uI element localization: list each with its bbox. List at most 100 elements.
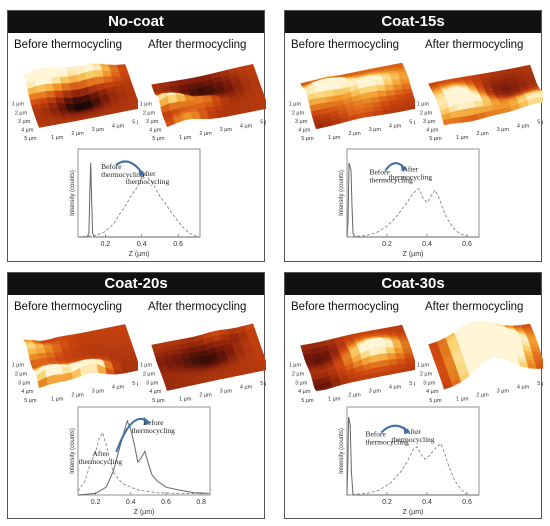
surface-cell bbox=[40, 67, 51, 73]
surface-axis-label: 5 µm bbox=[260, 119, 266, 125]
surface-cell bbox=[61, 82, 72, 91]
surface-axis-label: 5 µm bbox=[537, 119, 543, 125]
surface-cell bbox=[218, 329, 230, 335]
surface-cell bbox=[199, 114, 210, 119]
surface-cell bbox=[333, 74, 345, 78]
surface-cell bbox=[300, 343, 311, 351]
surface-mesh bbox=[300, 324, 415, 392]
surface-axis-label: 5 µm bbox=[429, 136, 442, 142]
surface-cell bbox=[42, 76, 54, 85]
surface-cell bbox=[202, 96, 214, 103]
surface-cell bbox=[112, 365, 123, 370]
surface-cell bbox=[521, 64, 532, 71]
surface-cell bbox=[53, 90, 65, 98]
x-axis-label: Z (µm) bbox=[403, 251, 424, 258]
annotation-label: After thermocycling bbox=[389, 164, 433, 181]
surface-cell bbox=[227, 327, 238, 335]
annotation-label: After thermocycling bbox=[126, 169, 170, 186]
surface-axis-label: 5 µm bbox=[537, 381, 543, 387]
surface-axis-label: 3 µm bbox=[423, 380, 436, 386]
surface-cell bbox=[395, 352, 406, 360]
surface-cell bbox=[462, 75, 473, 81]
surface-axis-label: 2 µm bbox=[348, 393, 361, 399]
surface-axis-label: 1 µm bbox=[179, 135, 192, 141]
x-tick-label: 0.4 bbox=[422, 499, 432, 506]
surface-cell bbox=[396, 357, 407, 365]
surface-mesh bbox=[23, 63, 138, 128]
surface-cell bbox=[332, 88, 343, 97]
surface-axis-label: 3 µm bbox=[146, 380, 159, 386]
surface-cell bbox=[53, 366, 64, 375]
surface-cell bbox=[401, 83, 412, 90]
surface-axis-label: 4 µm bbox=[112, 385, 125, 391]
surface-axis-label: 5 µm bbox=[132, 381, 138, 387]
surface-cell bbox=[393, 62, 404, 68]
surface-cell bbox=[93, 69, 104, 78]
surface-cell bbox=[49, 71, 61, 77]
surface-axis-label: 3 µm bbox=[369, 389, 382, 395]
surface-axis-label: 5 µm bbox=[132, 119, 138, 125]
surface-axis-label: 3 µm bbox=[18, 119, 31, 125]
x-tick-label: 0.2 bbox=[91, 499, 101, 506]
x-tick-label: 0.2 bbox=[382, 241, 392, 248]
annotation-label: After thermocycling bbox=[391, 427, 435, 444]
surface-axis-label: 2 µm bbox=[420, 371, 433, 377]
surface-cell bbox=[53, 351, 65, 358]
surface-cell bbox=[167, 93, 178, 104]
surface-cell bbox=[52, 347, 63, 353]
surface-cell bbox=[384, 84, 395, 91]
after-label: After thermocycling bbox=[425, 39, 524, 51]
surface-cell bbox=[46, 96, 58, 104]
surface-cell bbox=[378, 352, 389, 361]
surface-cell bbox=[382, 79, 394, 85]
surface-cell bbox=[176, 79, 188, 86]
before-label: Before thermocycling bbox=[291, 39, 400, 51]
surface-cell bbox=[88, 363, 99, 374]
series-line bbox=[346, 162, 479, 238]
surface-axis-label: 2 µm bbox=[348, 131, 361, 137]
surface-cell bbox=[55, 96, 66, 104]
surface-cell bbox=[389, 75, 401, 80]
surface-before: 1 µm 2 µm 3 µm 4 µm 5 µm 1 µm 2 µm 3 µm 4 µm 5 µm bbox=[12, 63, 138, 142]
surface-axis-label: 4 µm bbox=[298, 389, 311, 395]
surface-cell bbox=[482, 85, 494, 90]
surface-cell bbox=[62, 89, 73, 98]
surface-axis-label: 1 µm bbox=[179, 397, 192, 403]
surface-axis-label: 1 µm bbox=[328, 135, 341, 141]
surface-cell bbox=[392, 83, 403, 90]
series-line bbox=[78, 162, 200, 238]
x-tick-label: 0.4 bbox=[126, 499, 136, 506]
x-tick-label: 0.4 bbox=[422, 241, 432, 248]
surface-cell bbox=[375, 341, 387, 348]
surface-axis-label: 2 µm bbox=[476, 393, 489, 399]
y-axis-label: Intensity (counts) bbox=[339, 170, 345, 216]
x-tick-label: 0.6 bbox=[173, 241, 183, 248]
surface-axis-label: 4 µm bbox=[389, 385, 402, 391]
surface-axis-label: 3 µm bbox=[369, 127, 382, 133]
surface-mesh bbox=[23, 324, 138, 389]
surface-axis-label: 1 µm bbox=[140, 102, 153, 108]
x-tick-label: 0.2 bbox=[382, 499, 392, 506]
surface-cell bbox=[219, 97, 230, 102]
after-label: After thermocycling bbox=[425, 301, 524, 313]
x-tick-label: 0.4 bbox=[137, 241, 147, 248]
surface-axis-label: 4 µm bbox=[389, 123, 402, 129]
surface-axis-label: 5 µm bbox=[24, 398, 37, 404]
surface-before: 1 µm 2 µm 3 µm 4 µm 5 µm 1 µm 2 µm 3 µm 4 µm 5 µm bbox=[289, 62, 415, 142]
surface-cell bbox=[244, 63, 255, 71]
surface-cell bbox=[244, 323, 255, 331]
plot-frame bbox=[346, 148, 480, 238]
arrowhead-icon bbox=[400, 163, 408, 172]
surface-cell bbox=[59, 76, 71, 84]
surface-axis-label: 1 µm bbox=[289, 102, 302, 108]
surface-cell bbox=[478, 72, 490, 79]
surface-axis-label: 5 µm bbox=[409, 381, 415, 387]
surface-after: 1 µm 2 µm 3 µm 4 µm 5 µm 1 µm 2 µm 3 µm 4 µm 5 µm bbox=[140, 323, 266, 404]
surface-cell bbox=[402, 348, 413, 354]
after-label: After thermocycling bbox=[148, 39, 247, 51]
series-line bbox=[77, 431, 210, 494]
surface-axis-label: 3 µm bbox=[423, 119, 436, 125]
surface-axis-label: 5 µm bbox=[152, 398, 165, 404]
surface-axis-label: 2 µm bbox=[199, 131, 212, 137]
series-line bbox=[346, 442, 468, 496]
